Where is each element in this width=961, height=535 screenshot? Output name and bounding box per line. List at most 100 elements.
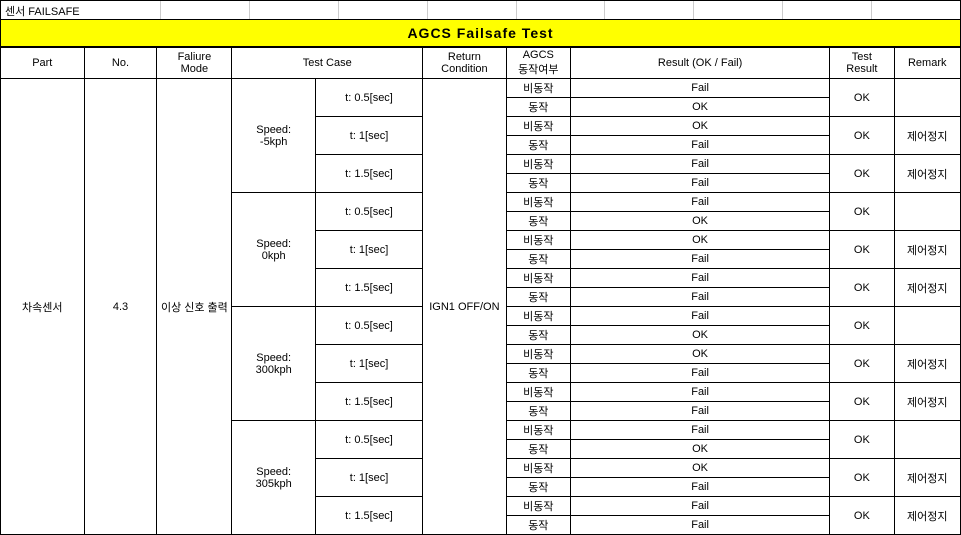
cell-speed: Speed: 305kph xyxy=(232,421,316,535)
cell-test-result: OK xyxy=(830,269,894,307)
cell-result: OK xyxy=(570,440,829,459)
cell-agcs: 동작 xyxy=(506,440,570,459)
cell-time: t: 0.5[sec] xyxy=(315,79,422,117)
cell-test-result: OK xyxy=(830,117,894,155)
hdr-mode: Faliure Mode xyxy=(157,48,232,79)
cell-result: Fail xyxy=(570,307,829,326)
cell-remark: 제어정지 xyxy=(894,345,961,383)
cell-agcs: 비동작 xyxy=(506,307,570,326)
cell-mode: 이상 신호 출력 xyxy=(157,79,232,535)
cell-no: 4.3 xyxy=(84,79,157,535)
table-row: 차속센서4.3이상 신호 출력Speed: -5kpht: 0.5[sec]IG… xyxy=(1,79,961,98)
cell-result: Fail xyxy=(570,402,829,421)
cell-agcs: 비동작 xyxy=(506,345,570,364)
cell-remark xyxy=(894,307,961,345)
cell-agcs: 비동작 xyxy=(506,231,570,250)
cell-result: OK xyxy=(570,459,829,478)
cell-remark: 제어정지 xyxy=(894,459,961,497)
cell-time: t: 1.5[sec] xyxy=(315,497,422,535)
cell-result: Fail xyxy=(570,516,829,535)
cell-return: IGN1 OFF/ON xyxy=(423,79,507,535)
cell-agcs: 비동작 xyxy=(506,193,570,212)
cell-test-result: OK xyxy=(830,155,894,193)
hdr-part: Part xyxy=(1,48,85,79)
cell-time: t: 1[sec] xyxy=(315,345,422,383)
cell-agcs: 동작 xyxy=(506,288,570,307)
cell-result: Fail xyxy=(570,364,829,383)
cell-remark: 제어정지 xyxy=(894,383,961,421)
cell-result: OK xyxy=(570,117,829,136)
cell-time: t: 0.5[sec] xyxy=(315,193,422,231)
cell-time: t: 0.5[sec] xyxy=(315,307,422,345)
hdr-remark: Remark xyxy=(894,48,961,79)
cell-agcs: 비동작 xyxy=(506,459,570,478)
cell-agcs: 동작 xyxy=(506,136,570,155)
cell-part: 차속센서 xyxy=(1,79,85,535)
cell-remark xyxy=(894,421,961,459)
cell-agcs: 비동작 xyxy=(506,79,570,98)
cell-time: t: 1[sec] xyxy=(315,459,422,497)
cell-remark: 제어정지 xyxy=(894,155,961,193)
cell-time: t: 0.5[sec] xyxy=(315,421,422,459)
cell-test-result: OK xyxy=(830,79,894,117)
cell-agcs: 동작 xyxy=(506,364,570,383)
cell-test-result: OK xyxy=(830,383,894,421)
cell-remark: 제어정지 xyxy=(894,231,961,269)
cell-remark: 제어정지 xyxy=(894,497,961,535)
hdr-result: Result (OK / Fail) xyxy=(570,48,829,79)
cell-result: Fail xyxy=(570,383,829,402)
cell-time: t: 1[sec] xyxy=(315,117,422,155)
cell-time: t: 1.5[sec] xyxy=(315,155,422,193)
cell-agcs: 비동작 xyxy=(506,383,570,402)
cell-time: t: 1.5[sec] xyxy=(315,269,422,307)
cell-time: t: 1.5[sec] xyxy=(315,383,422,421)
cell-test-result: OK xyxy=(830,231,894,269)
cell-result: Fail xyxy=(570,174,829,193)
hdr-no: No. xyxy=(84,48,157,79)
cell-test-result: OK xyxy=(830,345,894,383)
cell-result: Fail xyxy=(570,155,829,174)
cell-agcs: 동작 xyxy=(506,326,570,345)
cell-agcs: 동작 xyxy=(506,174,570,193)
cell-result: OK xyxy=(570,231,829,250)
cell-test-result: OK xyxy=(830,421,894,459)
cell-agcs: 동작 xyxy=(506,478,570,497)
cell-speed: Speed: -5kph xyxy=(232,79,316,193)
sheet: 센서 FAILSAFE AGCS Failsafe Test Part No. … xyxy=(0,0,961,535)
cell-result: Fail xyxy=(570,193,829,212)
cell-agcs: 동작 xyxy=(506,212,570,231)
cell-agcs: 동작 xyxy=(506,98,570,117)
cell-agcs: 비동작 xyxy=(506,269,570,288)
cell-speed: Speed: 0kph xyxy=(232,193,316,307)
title-bar: AGCS Failsafe Test xyxy=(0,20,961,47)
cell-agcs: 비동작 xyxy=(506,155,570,174)
cell-remark xyxy=(894,193,961,231)
cell-speed: Speed: 300kph xyxy=(232,307,316,421)
top-label: 센서 FAILSAFE xyxy=(1,1,161,19)
cell-test-result: OK xyxy=(830,307,894,345)
header-row: Part No. Faliure Mode Test Case Return C… xyxy=(1,48,961,79)
hdr-testcase: Test Case xyxy=(232,48,423,79)
hdr-tresult: Test Result xyxy=(830,48,894,79)
cell-result: OK xyxy=(570,326,829,345)
cell-agcs: 비동작 xyxy=(506,117,570,136)
cell-remark: 제어정지 xyxy=(894,269,961,307)
cell-agcs: 동작 xyxy=(506,516,570,535)
cell-result: OK xyxy=(570,345,829,364)
cell-result: Fail xyxy=(570,421,829,440)
cell-result: OK xyxy=(570,98,829,117)
hdr-agcs: AGCS 동작여부 xyxy=(506,48,570,79)
cell-remark xyxy=(894,79,961,117)
cell-test-result: OK xyxy=(830,497,894,535)
cell-result: Fail xyxy=(570,478,829,497)
cell-remark: 제어정지 xyxy=(894,117,961,155)
cell-agcs: 비동작 xyxy=(506,497,570,516)
cell-result: OK xyxy=(570,212,829,231)
cell-test-result: OK xyxy=(830,193,894,231)
cell-result: Fail xyxy=(570,288,829,307)
cell-result: Fail xyxy=(570,497,829,516)
cell-result: Fail xyxy=(570,250,829,269)
cell-result: Fail xyxy=(570,79,829,98)
cell-time: t: 1[sec] xyxy=(315,231,422,269)
failsafe-table: Part No. Faliure Mode Test Case Return C… xyxy=(0,47,961,535)
